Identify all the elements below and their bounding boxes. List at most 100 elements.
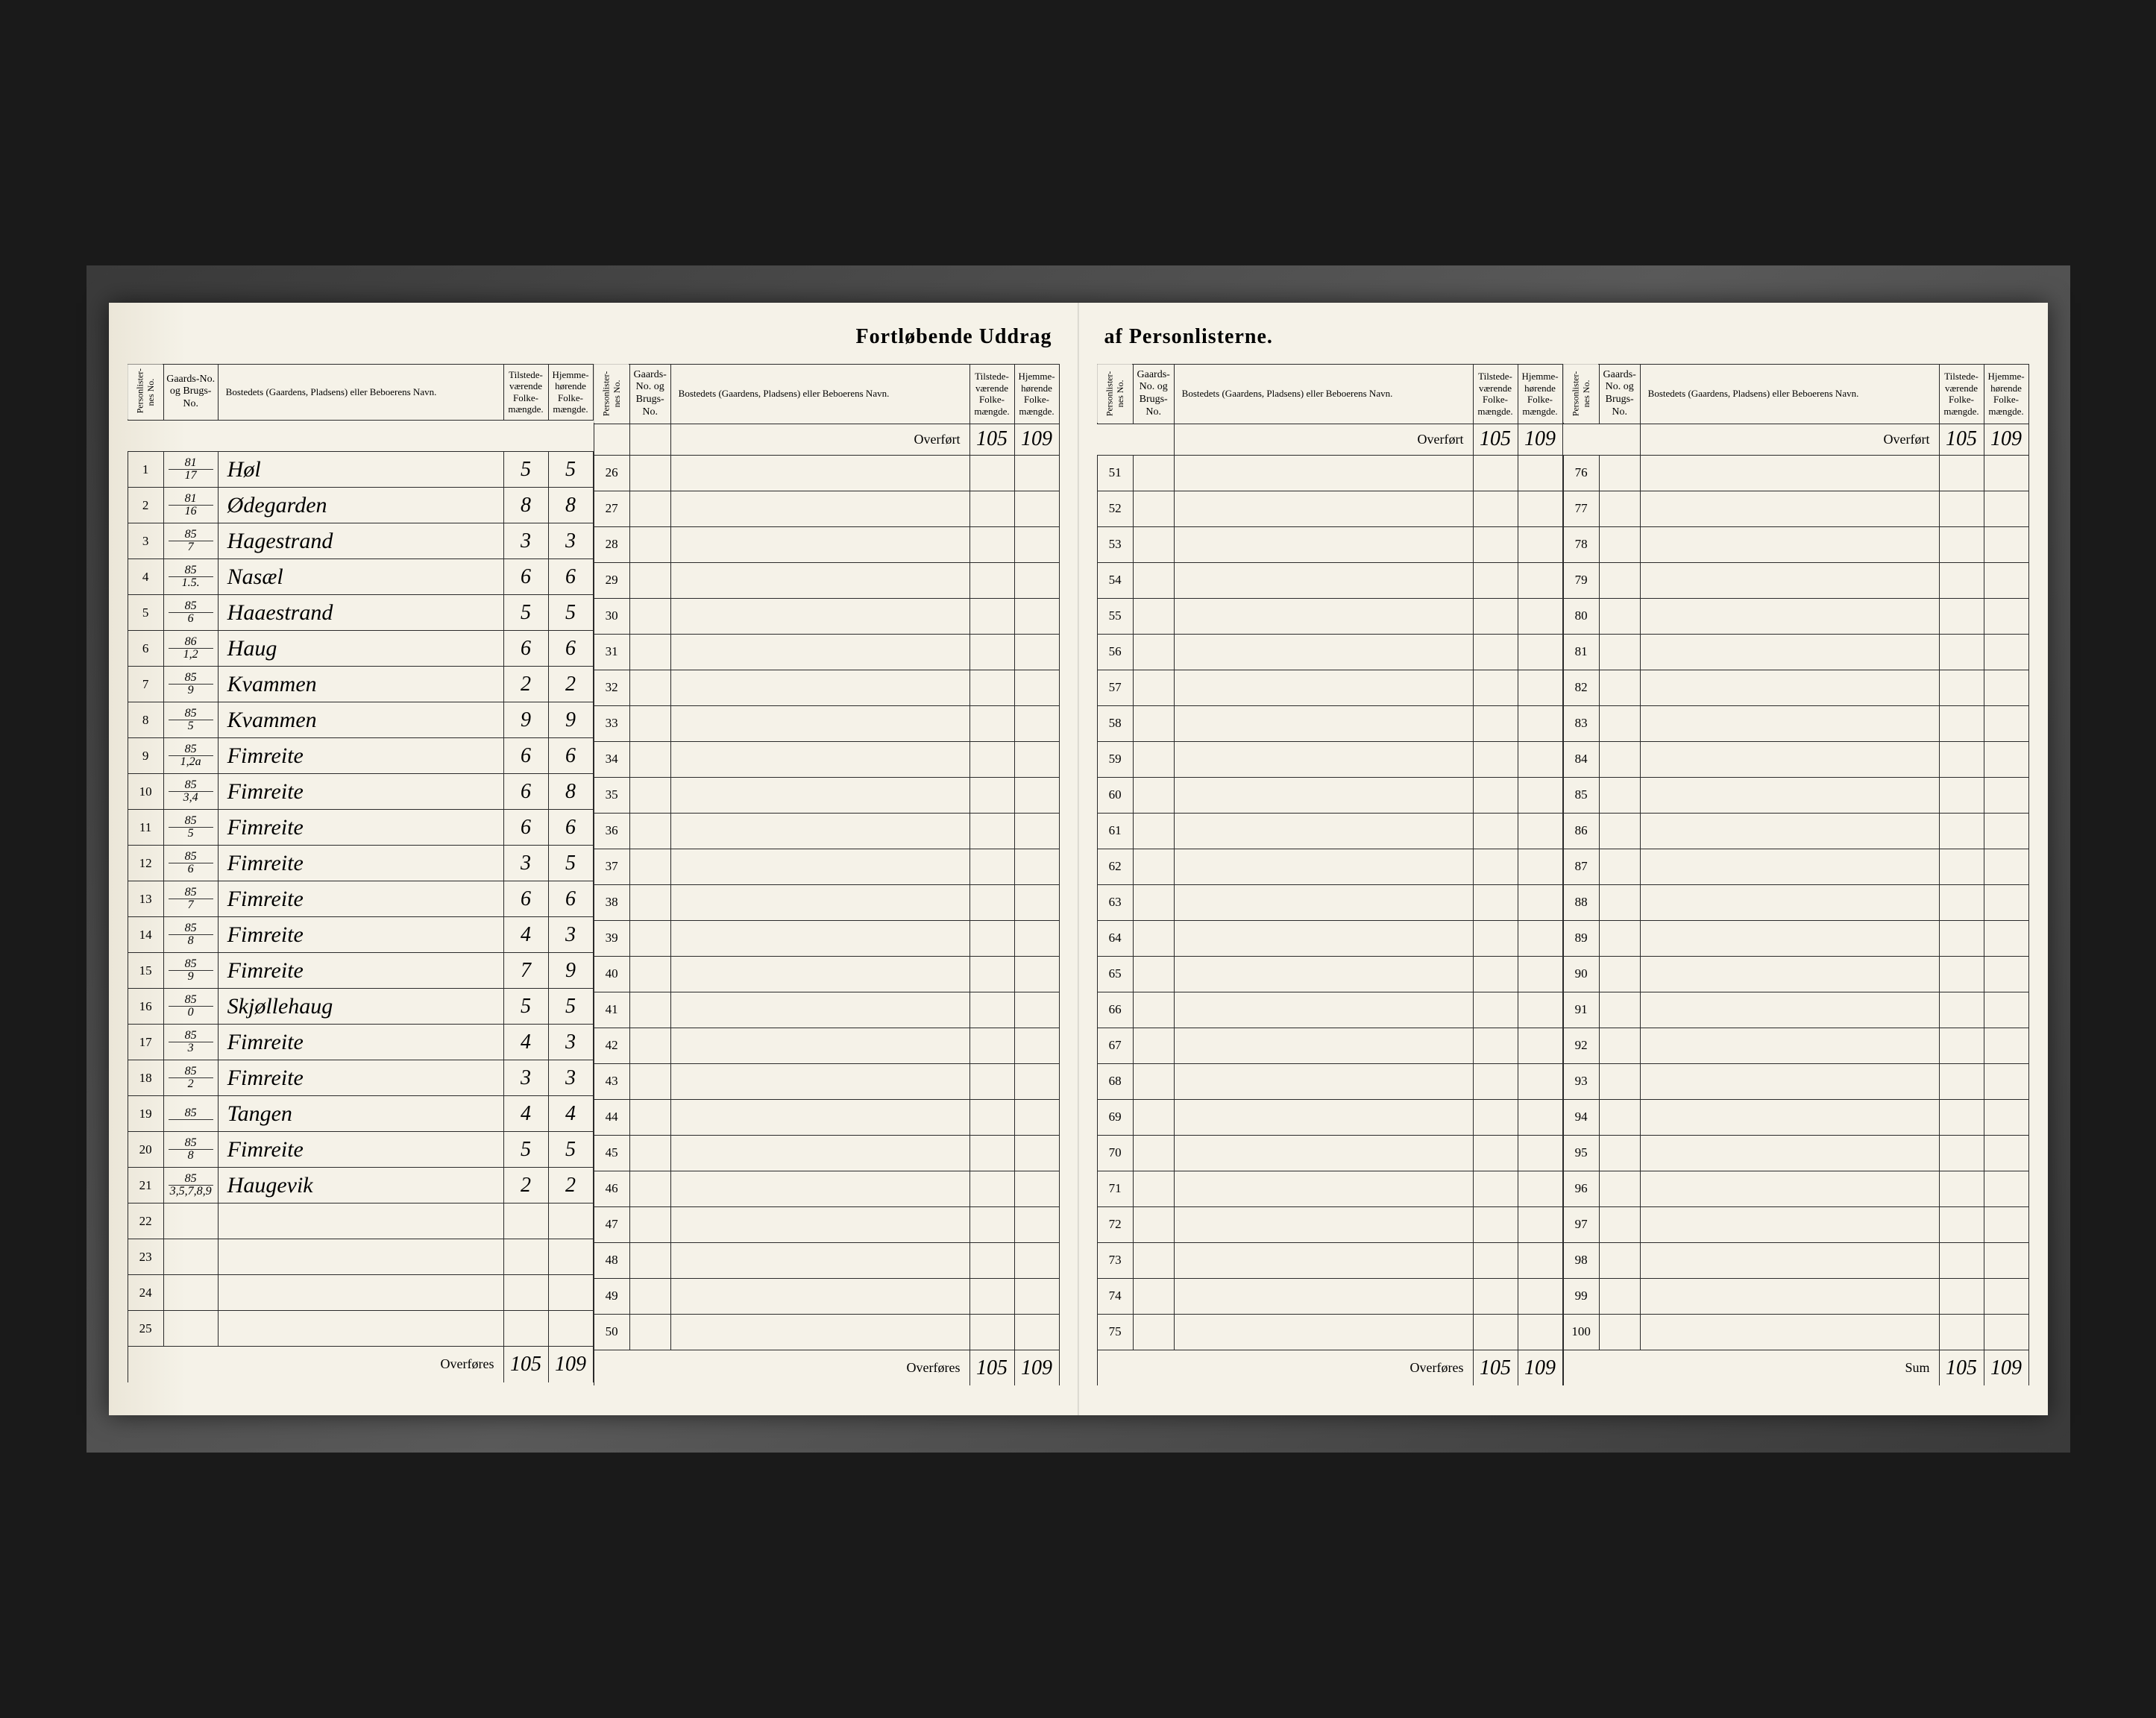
bosted-cell (1640, 634, 1939, 670)
hjemme-cell (1014, 562, 1059, 598)
hjemme-cell (1014, 634, 1059, 670)
hjemme-cell: 5 (548, 595, 593, 631)
overfort-tilstede: 105 (1473, 424, 1518, 455)
hjemme-cell (1984, 1028, 2028, 1063)
bosted-cell (670, 1028, 969, 1063)
row-number: 25 (128, 1311, 163, 1347)
bosted-cell (1174, 813, 1473, 849)
tilstede-cell (1939, 1206, 1984, 1242)
row-number: 77 (1563, 491, 1599, 526)
tilstede-cell (969, 1135, 1014, 1171)
bosted-cell (1174, 526, 1473, 562)
tilstede-cell (969, 849, 1014, 884)
gaard-cell: 853,4 (163, 774, 218, 810)
gaard-cell: 8116 (163, 488, 218, 523)
table-row: 56 (1097, 634, 1562, 670)
hjemme-cell: 2 (548, 667, 593, 702)
bosted-cell (670, 920, 969, 956)
row-number: 76 (1563, 455, 1599, 491)
bosted-cell (670, 562, 969, 598)
tilstede-cell (1939, 705, 1984, 741)
tilstede-cell (1939, 526, 1984, 562)
row-number: 49 (594, 1278, 629, 1314)
table-row: 61 (1097, 813, 1562, 849)
table-row: 53 (1097, 526, 1562, 562)
row-number: 21 (128, 1168, 163, 1203)
gaard-cell (629, 849, 670, 884)
table-row: 79 (1563, 562, 2028, 598)
gaard-cell (1599, 705, 1640, 741)
tilstede-cell (1473, 920, 1518, 956)
footer-tilstede: 105 (969, 1350, 1014, 1385)
bosted-cell (670, 1278, 969, 1314)
table-row: 31 (594, 634, 1059, 670)
overfort-label: Overført (1640, 424, 1939, 455)
tilstede-cell (1473, 1028, 1518, 1063)
bosted-cell (1174, 849, 1473, 884)
overfort-row: Overført105109 (1563, 424, 2028, 455)
hjemme-cell (1518, 705, 1562, 741)
gaard-cell: 850 (163, 989, 218, 1025)
row-number: 24 (128, 1275, 163, 1311)
hjemme-cell (1518, 1135, 1562, 1171)
row-number: 54 (1097, 562, 1133, 598)
tilstede-cell: 4 (503, 917, 548, 953)
hjemme-cell (548, 1275, 593, 1311)
table-row: 48 (594, 1242, 1059, 1278)
tilstede-cell (1939, 598, 1984, 634)
footer-tilstede: 105 (1473, 1350, 1518, 1385)
row-number: 22 (128, 1203, 163, 1239)
gaard-cell (1599, 1278, 1640, 1314)
row-number: 71 (1097, 1171, 1133, 1206)
hjemme-cell (1518, 598, 1562, 634)
bosted-cell: Haug (218, 631, 503, 667)
hjemme-cell (1014, 1242, 1059, 1278)
table-row: 72 (1097, 1206, 1562, 1242)
gaard-cell (629, 1314, 670, 1350)
tilstede-cell (969, 884, 1014, 920)
gaard-cell (1133, 670, 1174, 705)
row-number: 34 (594, 741, 629, 777)
table-row: 65 (1097, 956, 1562, 992)
tilstede-cell (1939, 1135, 1984, 1171)
table-row: 57 (1097, 670, 1562, 705)
row-number: 55 (1097, 598, 1133, 634)
gaard-cell (1133, 992, 1174, 1028)
tilstede-cell (1473, 455, 1518, 491)
hjemme-cell (1984, 992, 2028, 1028)
table-row: 92 (1563, 1028, 2028, 1063)
tilstede-cell (1473, 956, 1518, 992)
bosted-cell: Fimreite (218, 1132, 503, 1168)
bosted-cell: Haaestrand (218, 595, 503, 631)
table-row: 66 (1097, 992, 1562, 1028)
gaard-cell (629, 526, 670, 562)
bosted-cell: Nasæl (218, 559, 503, 595)
tilstede-cell (1939, 813, 1984, 849)
table-row: 34 (594, 741, 1059, 777)
bosted-cell (670, 598, 969, 634)
gaard-cell (629, 741, 670, 777)
table-row: 49 (594, 1278, 1059, 1314)
table-row: 67 (1097, 1028, 1562, 1063)
hjemme-cell: 5 (548, 989, 593, 1025)
gaard-cell (1599, 491, 1640, 526)
row-number: 58 (1097, 705, 1133, 741)
gaard-cell (629, 920, 670, 956)
page-title-left: Fortløbende Uddrag (128, 325, 1060, 349)
hjemme-cell: 8 (548, 774, 593, 810)
gaard-cell (629, 956, 670, 992)
hjemme-cell (1518, 956, 1562, 992)
footer-tilstede: 105 (503, 1347, 548, 1382)
table-row: 88 (1563, 884, 2028, 920)
tilstede-cell (1939, 1242, 1984, 1278)
hjemme-cell: 5 (548, 452, 593, 488)
tilstede-cell (1473, 562, 1518, 598)
bosted-cell (1640, 741, 1939, 777)
footer-row: Overføres105109 (594, 1350, 1059, 1385)
tilstede-cell (1473, 741, 1518, 777)
row-number: 78 (1563, 526, 1599, 562)
table-row: 63 (1097, 884, 1562, 920)
hjemme-cell (1984, 491, 2028, 526)
bosted-cell (670, 1135, 969, 1171)
gaard-cell (1133, 920, 1174, 956)
